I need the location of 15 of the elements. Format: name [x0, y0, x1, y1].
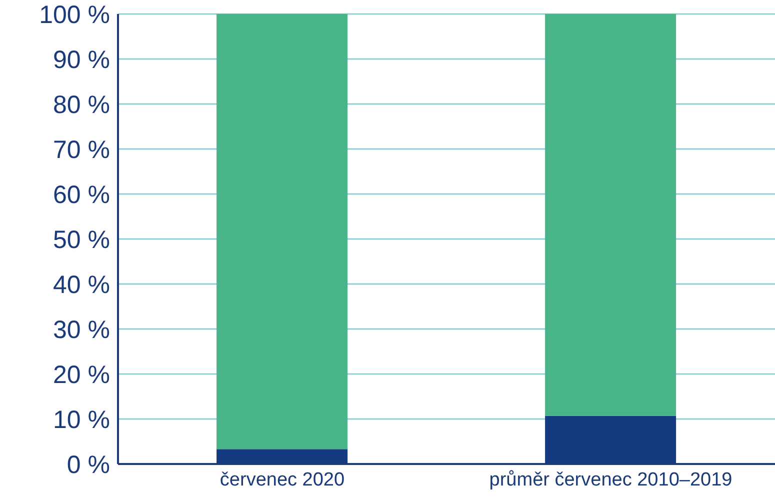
bar	[545, 14, 676, 416]
x-tick-label: červenec 2020	[220, 469, 345, 490]
y-tick-label: 0 %	[66, 450, 110, 479]
y-tick-label: 60 %	[53, 180, 110, 209]
y-tick-label: 40 %	[53, 270, 110, 299]
y-tick-label: 80 %	[53, 90, 110, 119]
y-tick-label: 50 %	[53, 226, 110, 254]
y-tick-label: 10 %	[53, 406, 110, 434]
y-tick-label: 20 %	[53, 360, 110, 389]
y-tick-label: 30 %	[53, 316, 110, 344]
y-tick-label: 90 %	[53, 46, 110, 74]
bar	[216, 14, 348, 450]
y-tick-label: 100 %	[39, 0, 110, 29]
x-tick-label: průměr červenec 2010–2019	[489, 469, 732, 490]
y-tick-label: 70 %	[53, 136, 110, 164]
